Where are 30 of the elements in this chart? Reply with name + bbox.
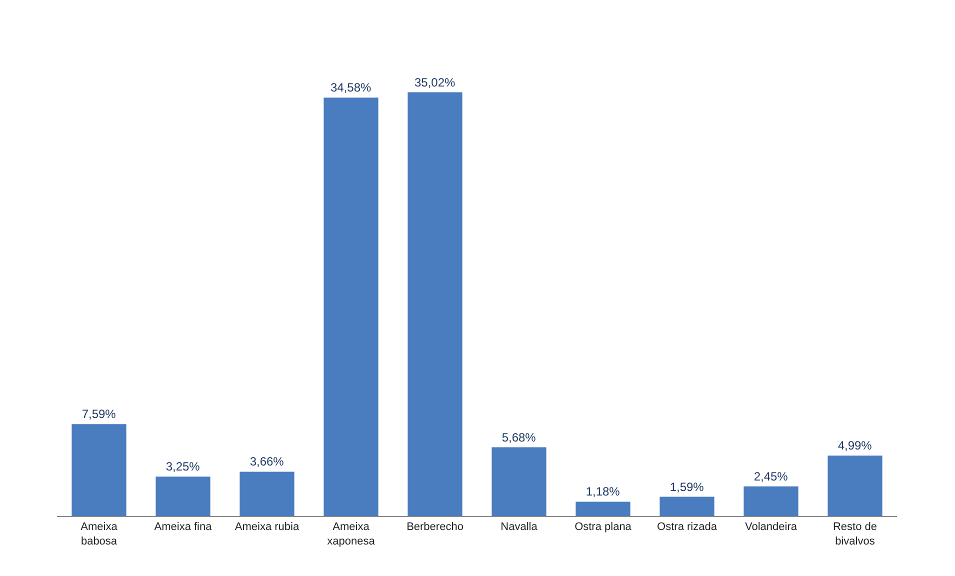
bar (660, 496, 714, 516)
x-tick-label: Ostra plana (574, 521, 632, 534)
data-label: 4,99% (838, 438, 872, 453)
data-label: 7,59% (82, 407, 116, 422)
x-tick-label: Ameixa xaponesa (327, 521, 376, 548)
data-label: 3,25% (166, 460, 200, 474)
x-tick-label: Berberecho (406, 521, 464, 534)
x-tick-label: Volandeira (745, 521, 798, 534)
bar (744, 486, 798, 516)
data-label: 5,68% (502, 430, 536, 444)
bar (828, 456, 882, 516)
bar (408, 92, 462, 516)
data-label: 3,66% (250, 454, 284, 469)
bar (576, 502, 630, 516)
data-label: 2,45% (754, 469, 788, 484)
bar (156, 476, 210, 516)
x-tick-label: Ostra rizada (657, 521, 718, 534)
data-label: 35,02% (414, 75, 456, 90)
x-tick-label: Ameixa fina (154, 521, 213, 534)
bar (240, 472, 294, 516)
data-label: 1,59% (670, 480, 704, 494)
bar (72, 424, 126, 516)
x-tick-label: Resto de bivalvos (832, 521, 878, 548)
bar (324, 98, 378, 516)
bar (492, 447, 546, 516)
x-tick-label: Ameixa babosa (80, 521, 118, 548)
data-label: 34,58% (330, 80, 372, 95)
data-label: 1,18% (586, 484, 620, 499)
x-tick-label: Navalla (500, 521, 538, 534)
x-tick-label: Ameixa rubia (234, 521, 300, 534)
